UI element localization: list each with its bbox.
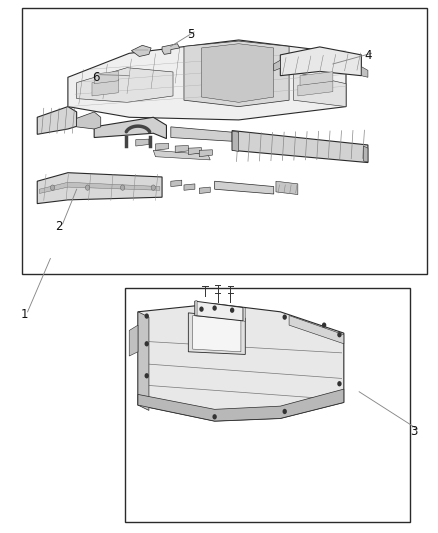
Text: 6: 6 — [92, 71, 100, 84]
Polygon shape — [188, 148, 201, 155]
Circle shape — [145, 341, 149, 346]
Polygon shape — [232, 131, 239, 151]
Polygon shape — [92, 79, 118, 96]
Circle shape — [145, 313, 149, 319]
Text: 2: 2 — [55, 220, 63, 233]
Text: 5: 5 — [187, 28, 194, 41]
Polygon shape — [138, 304, 344, 421]
Polygon shape — [364, 146, 368, 162]
Polygon shape — [37, 173, 162, 204]
Circle shape — [50, 185, 55, 190]
Polygon shape — [274, 60, 280, 71]
Polygon shape — [131, 45, 151, 56]
Polygon shape — [300, 72, 333, 85]
Polygon shape — [129, 325, 138, 356]
Polygon shape — [77, 68, 173, 102]
Circle shape — [212, 305, 217, 311]
Polygon shape — [289, 316, 344, 344]
Polygon shape — [188, 313, 245, 354]
Polygon shape — [276, 181, 298, 195]
Polygon shape — [155, 143, 169, 150]
Polygon shape — [138, 312, 149, 410]
Text: 3: 3 — [410, 425, 417, 438]
Polygon shape — [195, 301, 197, 316]
Polygon shape — [77, 112, 101, 129]
Circle shape — [145, 373, 149, 378]
Polygon shape — [199, 150, 212, 157]
Bar — [22, 8, 427, 274]
Circle shape — [337, 332, 342, 337]
Polygon shape — [153, 150, 210, 160]
Polygon shape — [175, 146, 188, 152]
Polygon shape — [94, 71, 118, 84]
Circle shape — [151, 185, 155, 190]
Polygon shape — [243, 308, 245, 321]
Polygon shape — [162, 44, 180, 54]
Polygon shape — [193, 316, 241, 352]
Polygon shape — [171, 127, 232, 141]
Polygon shape — [171, 180, 182, 187]
Polygon shape — [184, 41, 289, 107]
Polygon shape — [68, 40, 346, 120]
Polygon shape — [232, 131, 368, 163]
Text: 4: 4 — [364, 50, 372, 62]
Bar — [125, 288, 410, 522]
Polygon shape — [199, 187, 210, 193]
Circle shape — [120, 185, 125, 190]
Polygon shape — [215, 181, 274, 194]
Circle shape — [337, 381, 342, 386]
Circle shape — [283, 314, 287, 320]
Polygon shape — [37, 107, 77, 134]
Text: 1: 1 — [20, 308, 28, 321]
Polygon shape — [280, 47, 361, 76]
Polygon shape — [94, 117, 166, 139]
Polygon shape — [195, 301, 243, 321]
Polygon shape — [39, 182, 160, 193]
Polygon shape — [136, 139, 149, 146]
Polygon shape — [138, 389, 344, 421]
Circle shape — [212, 414, 217, 419]
Circle shape — [199, 306, 204, 312]
Circle shape — [85, 185, 90, 190]
Circle shape — [230, 308, 234, 313]
Polygon shape — [201, 44, 274, 102]
Circle shape — [283, 409, 287, 414]
Polygon shape — [184, 184, 195, 190]
Polygon shape — [293, 72, 346, 107]
Polygon shape — [298, 81, 333, 96]
Circle shape — [322, 322, 326, 328]
Polygon shape — [361, 67, 368, 77]
